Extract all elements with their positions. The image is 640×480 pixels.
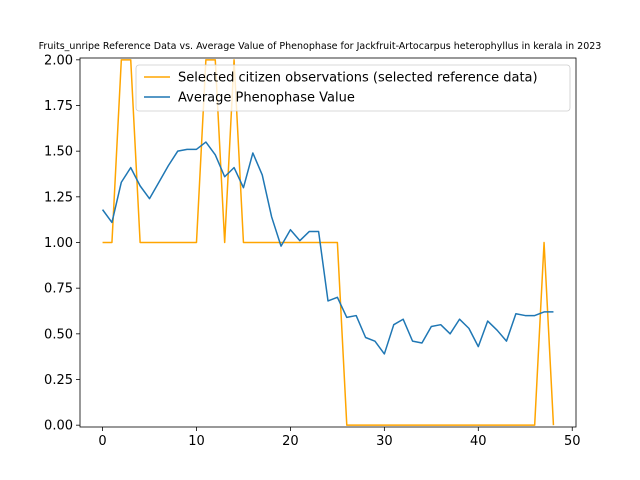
axes: 0 10 20 30 40 50 0.00 0.25 0.50 0.75 1.00 1.25 1.50 1… [44, 53, 580, 449]
series-line-0 [102, 59, 555, 426]
legend-box [135, 64, 571, 112]
x-tick-label: 10 [188, 434, 205, 449]
y-tick-label: 1.50 [44, 145, 73, 160]
y-tick-label: 0.50 [44, 327, 73, 342]
legend: Selected citizen observations (selected … [135, 64, 571, 112]
y-tick-label: 0.75 [44, 282, 73, 297]
y-tick-label: 0.00 [44, 419, 73, 434]
x-tick-label: 0 [98, 434, 106, 449]
y-tick-label: 1.75 [44, 99, 73, 114]
legend-label-0: Selected citizen observations (selected … [178, 71, 538, 86]
x-tick-label: 20 [282, 434, 299, 449]
plot-area [101, 59, 555, 426]
y-tick-label: 1.00 [44, 236, 73, 251]
legend-label-1: Average Phenophase Value [178, 91, 355, 106]
y-tick-label: 1.25 [44, 190, 73, 205]
x-tick-label: 50 [564, 434, 581, 449]
x-tick-label: 30 [376, 434, 393, 449]
series-line-1 [101, 141, 554, 355]
x-tick-label: 40 [470, 434, 487, 449]
y-tick-label: 0.25 [44, 373, 73, 388]
y-tick-label: 2.00 [44, 53, 73, 68]
chart-title: Fruits_unripe Reference Data vs. Average… [39, 41, 602, 52]
